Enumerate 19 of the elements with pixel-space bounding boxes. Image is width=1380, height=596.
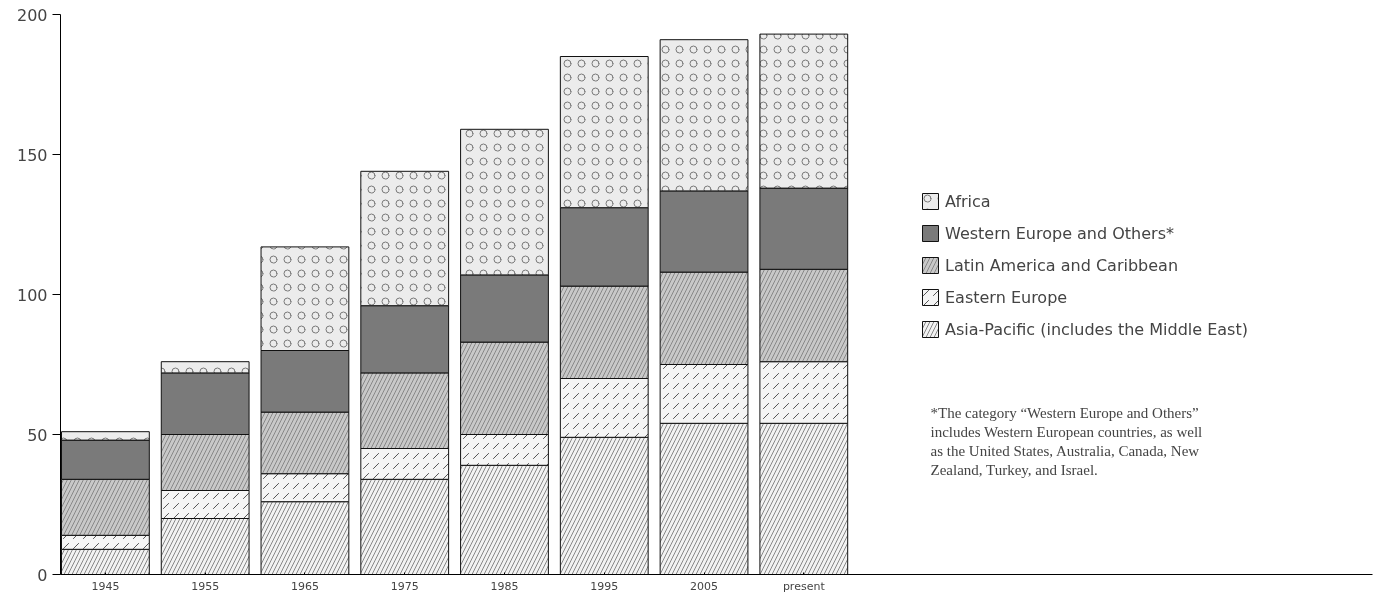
y-tick-label: 50 — [27, 425, 48, 445]
x-tick-label: 1985 — [490, 579, 519, 593]
y-tick-label: 0 — [37, 565, 48, 585]
x-tick-label: present — [782, 579, 826, 593]
legend-label: Latin America and Caribbean — [945, 255, 1179, 275]
legend-label: Africa — [945, 191, 991, 211]
legend-label: Western Europe and Others* — [945, 223, 1175, 243]
x-tick-label: 1975 — [390, 579, 419, 593]
legend-label: Asia-Pacific (includes the Middle East) — [945, 319, 1248, 339]
x-tick-label: 1955 — [191, 579, 220, 593]
y-tick-label: 100 — [16, 285, 48, 305]
text: *The category “Western Europe and Others” includes Western European countries, as well as the United States, Australia, Canada, New Zealand, Turkey, and Israel. — [930, 404, 1203, 479]
y-tick-label: 200 — [16, 5, 48, 25]
x-tick-label: 1965 — [290, 579, 319, 593]
y-tick-label: 150 — [16, 145, 48, 165]
legend-label: Eastern Europe — [945, 287, 1068, 307]
x-tick-label: 1995 — [590, 579, 619, 593]
x-tick-label: 2005 — [690, 579, 719, 593]
x-tick-label: 1945 — [91, 579, 120, 593]
